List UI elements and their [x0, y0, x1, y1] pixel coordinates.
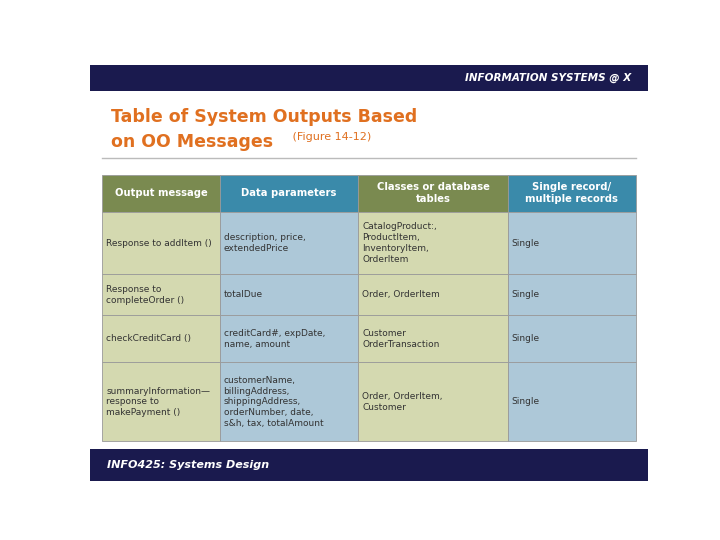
Text: Single record/
multiple records: Single record/ multiple records: [526, 183, 618, 204]
FancyBboxPatch shape: [508, 175, 636, 212]
FancyBboxPatch shape: [508, 274, 636, 315]
Text: description, price,
extendedPrice: description, price, extendedPrice: [223, 233, 305, 253]
Text: Single: Single: [512, 239, 540, 247]
FancyBboxPatch shape: [102, 274, 220, 315]
Text: Output message: Output message: [114, 188, 207, 198]
Text: creditCard#, expDate,
name, amount: creditCard#, expDate, name, amount: [223, 329, 325, 349]
Text: INFORMATION SYSTEMS @ X: INFORMATION SYSTEMS @ X: [465, 72, 631, 83]
FancyBboxPatch shape: [220, 315, 359, 362]
Text: summaryInformation—
response to
makePayment (): summaryInformation— response to makePaym…: [106, 387, 210, 417]
FancyBboxPatch shape: [220, 212, 359, 274]
FancyBboxPatch shape: [359, 315, 508, 362]
Text: Order, OrderItem: Order, OrderItem: [362, 291, 440, 299]
FancyBboxPatch shape: [102, 212, 220, 274]
FancyBboxPatch shape: [220, 175, 359, 212]
FancyBboxPatch shape: [508, 315, 636, 362]
Text: CatalogProduct:,
ProductItem,
InventoryItem,
OrderItem: CatalogProduct:, ProductItem, InventoryI…: [362, 222, 437, 264]
Text: customerName,
billingAddress,
shippingAddress,
orderNumber, date,
s&h, tax, tota: customerName, billingAddress, shippingAd…: [223, 376, 323, 428]
Text: Single: Single: [512, 291, 540, 299]
Text: Order, OrderItem,
Customer: Order, OrderItem, Customer: [362, 392, 443, 411]
FancyBboxPatch shape: [508, 362, 636, 441]
FancyBboxPatch shape: [359, 212, 508, 274]
FancyBboxPatch shape: [359, 362, 508, 441]
FancyBboxPatch shape: [90, 65, 648, 91]
Text: Response to
completeOrder (): Response to completeOrder (): [106, 285, 184, 305]
FancyBboxPatch shape: [102, 315, 220, 362]
Text: checkCreditCard (): checkCreditCard (): [106, 334, 192, 343]
FancyBboxPatch shape: [359, 274, 508, 315]
Text: Table of System Outputs Based: Table of System Outputs Based: [111, 109, 418, 126]
Text: Data parameters: Data parameters: [241, 188, 337, 198]
Text: Single: Single: [512, 334, 540, 343]
Text: totalDue: totalDue: [223, 291, 263, 299]
FancyBboxPatch shape: [359, 175, 508, 212]
FancyBboxPatch shape: [102, 175, 220, 212]
Text: Customer
OrderTransaction: Customer OrderTransaction: [362, 329, 440, 349]
Text: INFO425: Systems Design: INFO425: Systems Design: [107, 460, 269, 470]
Text: Single: Single: [512, 397, 540, 406]
Text: Response to addItem (): Response to addItem (): [106, 239, 212, 247]
Text: Classes or database
tables: Classes or database tables: [377, 183, 490, 204]
FancyBboxPatch shape: [90, 449, 648, 481]
Text: (Figure 14-12): (Figure 14-12): [289, 132, 371, 142]
FancyBboxPatch shape: [508, 212, 636, 274]
FancyBboxPatch shape: [102, 362, 220, 441]
Text: on OO Messages: on OO Messages: [111, 133, 274, 151]
FancyBboxPatch shape: [220, 274, 359, 315]
FancyBboxPatch shape: [220, 362, 359, 441]
